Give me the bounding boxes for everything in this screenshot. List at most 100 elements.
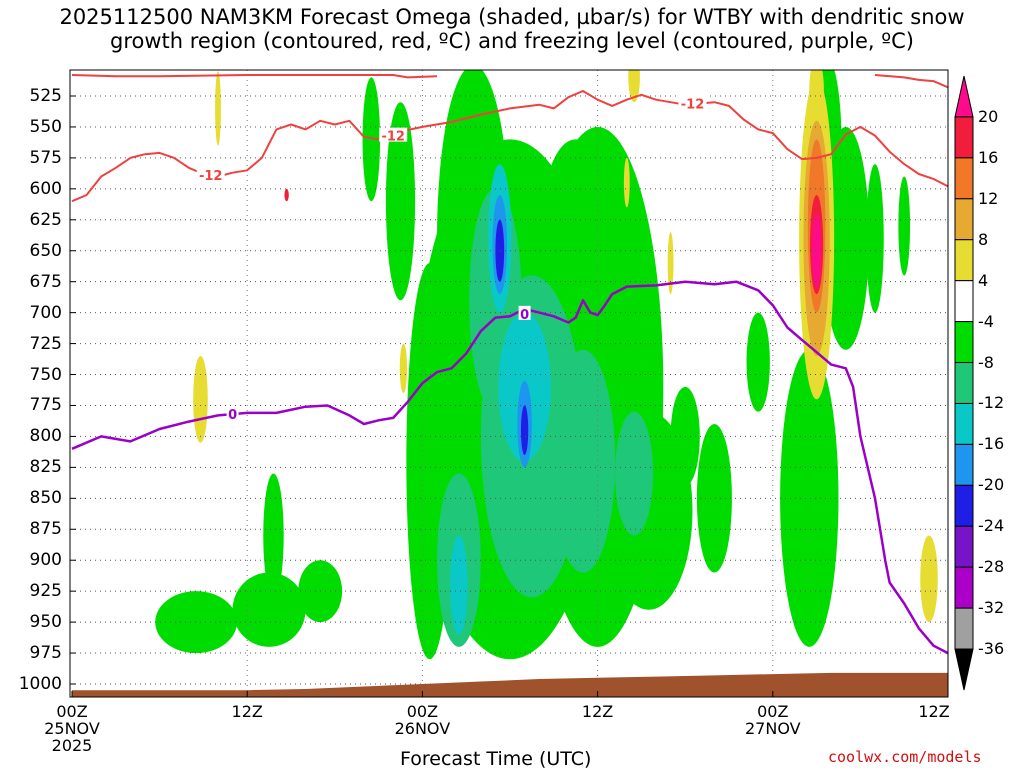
colorbar-label: -28	[978, 557, 1005, 577]
omega-shade-m8	[385, 102, 416, 301]
colorbar-bin	[954, 362, 974, 404]
dgz-contour-label: -12	[381, 130, 405, 145]
y-tick-label: 850	[29, 488, 62, 509]
colorbar-bin	[954, 157, 974, 200]
colorbar-label: 16	[978, 147, 999, 167]
dgz-minus12-contour-upper	[71, 74, 438, 79]
omega-shade-m8	[898, 176, 911, 276]
colorbar-label: 4	[978, 270, 989, 290]
colorbar-bin	[954, 239, 974, 282]
omega-shade-m8	[263, 473, 284, 598]
colorbar-label: -16	[978, 434, 1005, 454]
dgz-label-bg	[379, 127, 408, 142]
chart-title-line1: 2025112500 NAM3KM Forecast Omega (shaded…	[59, 5, 965, 29]
y-tick-label: 775	[29, 395, 62, 416]
y-tick-label: 950	[29, 612, 62, 633]
y-tick-label: 550	[29, 116, 62, 137]
omega-shade-m8	[746, 312, 770, 412]
colorbar-label: 8	[978, 229, 989, 249]
y-tick-label: 625	[29, 209, 62, 230]
colorbar-label: -12	[978, 393, 1005, 413]
omega-shade-m8	[362, 77, 381, 202]
freezing-label-bg	[226, 406, 239, 421]
dgz-contour-label: -12	[199, 169, 223, 184]
surface-terrain	[72, 672, 948, 697]
x-tick-label: 26NOV	[394, 719, 451, 738]
colorbar-label: 12	[978, 188, 999, 208]
omega-shade-4	[193, 355, 208, 443]
colorbar-label: -36	[978, 639, 1005, 659]
colorbar-bin	[954, 607, 974, 650]
colorbar-label: -24	[978, 516, 1005, 536]
omega-shade-m8	[543, 139, 608, 288]
colorbar-bin	[954, 525, 974, 568]
freezing-level-contour	[71, 280, 948, 655]
freezing-contour-label: 0	[520, 308, 529, 323]
x-tick-label: 12Z	[581, 702, 614, 721]
x-axis-title: Forecast Time (UTC)	[400, 748, 592, 770]
colorbar-label: -20	[978, 475, 1005, 495]
y-tick-label: 900	[29, 550, 62, 571]
y-tick-label: 575	[29, 147, 62, 168]
omega-shade-20	[812, 213, 821, 288]
omega-shade-m12	[615, 411, 654, 536]
x-tick-label: 00Z	[757, 702, 789, 721]
omega-shade-16	[284, 188, 289, 202]
omega-shade-4	[215, 71, 221, 146]
omega-shade-m8	[780, 349, 839, 647]
colorbar-bin	[954, 566, 974, 609]
dgz-minus12-contour-upper-right	[874, 74, 948, 89]
colorbar-bin	[954, 280, 974, 323]
y-tick-label: 975	[29, 643, 62, 664]
colorbar-bin	[954, 198, 974, 241]
colorbar-label: 20	[978, 106, 999, 126]
colorbar-cap-top	[954, 75, 974, 118]
colorbar-bin	[954, 321, 974, 364]
omega-shade-m8	[155, 591, 237, 654]
colorbar-label: -4	[978, 311, 994, 331]
y-tick-label: 1000	[18, 674, 62, 694]
dgz-label-bg	[196, 167, 225, 182]
omega-shade-4	[399, 343, 408, 394]
y-tick-label: 600	[29, 178, 62, 199]
plot-content: -12 -12 -12 0 0	[70, 70, 948, 697]
x-tick-label: 00Z	[56, 702, 88, 721]
y-tick-label: 750	[29, 364, 62, 385]
x-tick-label: 00Z	[406, 702, 439, 721]
x-tick-label: 25NOV	[44, 719, 100, 738]
y-tick-label: 525	[29, 86, 62, 106]
x-tick-label: 27NOV	[745, 719, 801, 738]
y-tick-label: 650	[29, 240, 62, 261]
colorbar-label: -32	[978, 598, 1005, 618]
y-tick-label: 675	[29, 271, 62, 292]
y-tick-label: 725	[29, 333, 62, 354]
plot-frame	[69, 69, 949, 698]
colorbar-label: -8	[978, 352, 994, 372]
omega-shade-m8	[866, 164, 884, 313]
omega-shade-m12	[550, 349, 616, 573]
x-tick-label: 2025	[51, 736, 93, 755]
omega-shade-4	[920, 535, 938, 623]
colorbar-bin	[954, 116, 974, 159]
omega-shade-4	[809, 70, 824, 121]
y-tick-label: 825	[29, 457, 62, 478]
dgz-contour-label: -12	[681, 97, 705, 112]
y-tick-label: 925	[29, 581, 62, 602]
omega-shade-m16	[450, 535, 468, 635]
omega-shade-m24	[495, 219, 505, 282]
colorbar-bin	[954, 443, 974, 486]
credit-link[interactable]: coolwx.com/models	[828, 748, 982, 766]
y-tick-label: 875	[29, 519, 62, 540]
omega-shade-4	[623, 157, 630, 208]
y-tick-label: 700	[29, 302, 62, 323]
omega-shade-m24	[520, 405, 529, 455]
chart-title-line2: growth region (contoured, red, ºC) and f…	[110, 29, 914, 53]
y-tick-label: 800	[29, 426, 62, 447]
x-tick-label: 12Z	[918, 702, 950, 721]
colorbar-cap-bottom	[954, 648, 974, 691]
omega-shade-4	[667, 232, 674, 295]
x-tick-label: 12Z	[231, 702, 263, 721]
colorbar-bin	[954, 484, 974, 527]
freezing-label-bg	[518, 305, 531, 320]
